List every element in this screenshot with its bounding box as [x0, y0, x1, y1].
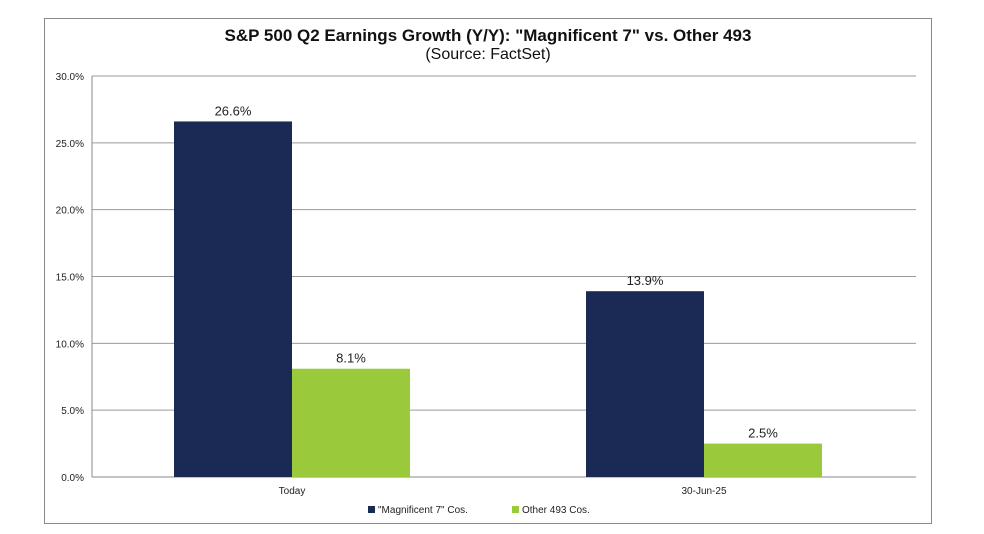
- bar-other-493: [292, 368, 410, 477]
- legend-swatch: [368, 506, 375, 513]
- bar-magnificent-7: [174, 121, 292, 478]
- bar-magnificent-7: [586, 291, 704, 477]
- y-tick-label: 30.0%: [56, 72, 84, 83]
- data-label: 2.5%: [748, 426, 778, 441]
- y-tick-label: 10.0%: [56, 339, 84, 350]
- chart-subtitle: (Source: FactSet): [425, 46, 551, 63]
- bar-other-493: [704, 443, 822, 477]
- legend-label: Other 493 Cos.: [522, 505, 590, 516]
- y-tick-label: 5.0%: [61, 406, 84, 417]
- legend-swatch: [512, 506, 519, 513]
- y-tick-label: 15.0%: [56, 273, 84, 284]
- data-label: 13.9%: [627, 273, 664, 288]
- x-tick-label: Today: [279, 486, 306, 497]
- y-tick-label: 20.0%: [56, 206, 84, 217]
- data-label: 8.1%: [336, 351, 366, 366]
- x-tick-label: 30-Jun-25: [681, 486, 726, 497]
- y-tick-label: 25.0%: [56, 139, 84, 150]
- y-tick-label: 0.0%: [61, 473, 84, 484]
- chart-title: S&P 500 Q2 Earnings Growth (Y/Y): "Magni…: [224, 26, 752, 45]
- legend-label: "Magnificent 7" Cos.: [378, 505, 468, 516]
- data-label: 26.6%: [215, 103, 252, 118]
